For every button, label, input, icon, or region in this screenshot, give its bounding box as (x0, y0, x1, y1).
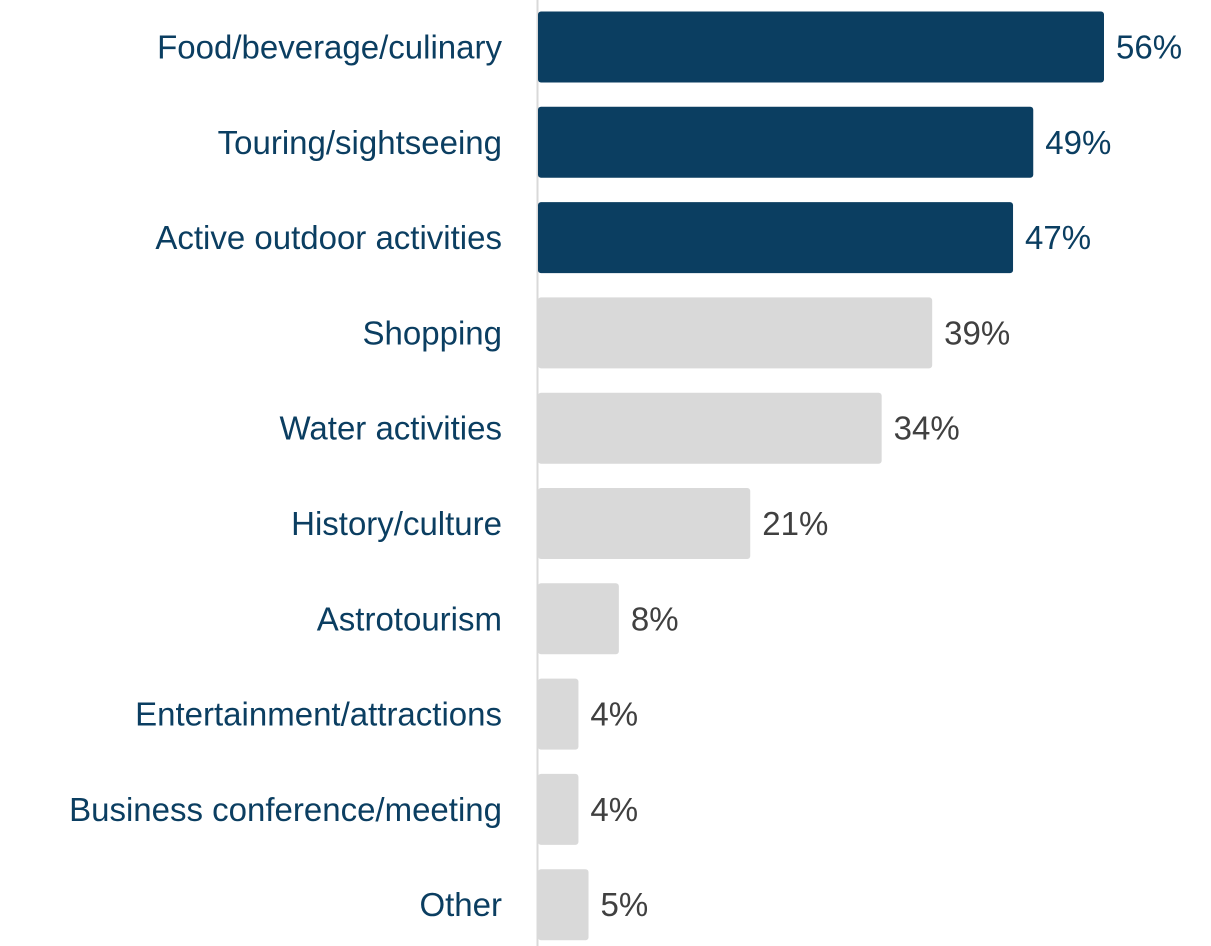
value-label-7: 4% (590, 696, 638, 733)
bar-7 (538, 678, 579, 750)
bar-4 (538, 392, 882, 464)
bars-group: Food/beverage/culinary 56% Touring/sightse… (69, 11, 1182, 941)
bar-2 (538, 202, 1014, 274)
category-label-8: Business conference/meeting (69, 791, 502, 828)
category-label-5: History/culture (291, 505, 502, 542)
category-label-6: Astrotourism (317, 600, 502, 637)
category-label-9: Other (419, 886, 502, 923)
category-label-7: Entertainment/attractions (135, 696, 502, 733)
value-label-9: 5% (601, 886, 649, 923)
category-label-2: Active outdoor activities (155, 219, 502, 256)
value-label-2: 47% (1025, 219, 1091, 256)
category-label-4: Water activities (280, 410, 503, 447)
bar-9 (538, 869, 589, 941)
value-label-1: 49% (1045, 124, 1111, 161)
bar-6 (538, 583, 619, 655)
bar-3 (538, 297, 933, 369)
value-label-0: 56% (1116, 29, 1182, 66)
category-label-1: Touring/sightseeing (218, 124, 502, 161)
value-label-3: 39% (944, 314, 1010, 351)
bar-0 (538, 11, 1104, 83)
bar-1 (538, 106, 1034, 178)
value-label-5: 21% (762, 505, 828, 542)
value-label-8: 4% (590, 791, 638, 828)
category-label-0: Food/beverage/culinary (157, 29, 502, 66)
bar-8 (538, 773, 579, 845)
category-label-3: Shopping (363, 314, 502, 351)
value-label-4: 34% (894, 410, 960, 447)
bar-5 (538, 488, 751, 559)
value-label-6: 8% (631, 600, 679, 637)
